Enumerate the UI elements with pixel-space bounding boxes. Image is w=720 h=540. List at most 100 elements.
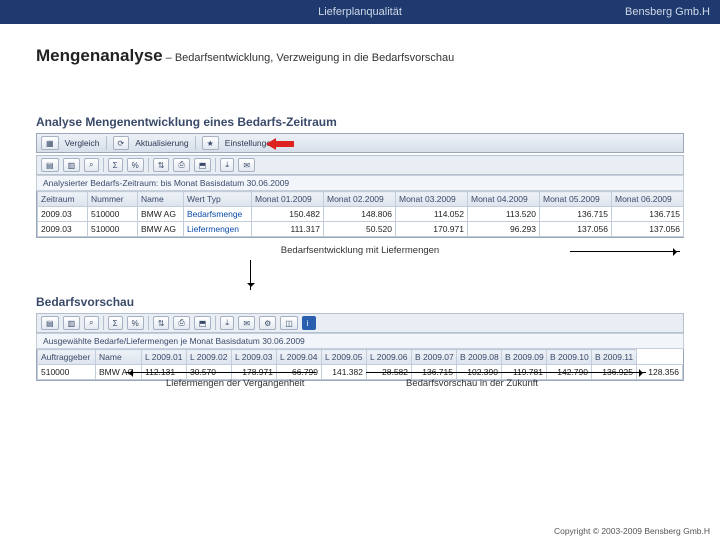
- grid-column-header[interactable]: Monat 03.2009: [396, 192, 468, 207]
- separator: [148, 316, 149, 330]
- tool-icon[interactable]: ▥: [63, 158, 81, 172]
- separator: [215, 316, 216, 330]
- slide: Lieferplanqualität Bensberg Gmb.H Mengen…: [0, 0, 720, 540]
- tool-icon[interactable]: ⤓: [220, 316, 234, 330]
- tool-icon[interactable]: %: [127, 158, 144, 172]
- grid-cell: 150.482: [252, 207, 324, 222]
- sap-grid-analysis: ZeitraumNummerNameWert TypMonat 01.2009M…: [36, 191, 684, 238]
- grid-cell: 170.971: [396, 222, 468, 237]
- toolbar-label[interactable]: Vergleich: [65, 138, 100, 148]
- copyright-footer: Copyright © 2003-2009 Bensberg Gmb.H: [554, 526, 710, 536]
- grid-cell: 2009.03: [38, 207, 88, 222]
- grid-cell: 510000: [38, 365, 96, 380]
- grid-icon[interactable]: ▦: [41, 136, 59, 150]
- tool-icon[interactable]: ⚙: [259, 316, 276, 330]
- separator: [106, 136, 107, 150]
- grid-cell: BMW AG: [138, 207, 184, 222]
- grid-column-header[interactable]: Wert Typ: [184, 192, 252, 207]
- grid-column-header[interactable]: Name: [138, 192, 184, 207]
- grid-column-header[interactable]: L 2009.06: [367, 350, 412, 365]
- grid-column-header[interactable]: Monat 02.2009: [324, 192, 396, 207]
- tool-icon[interactable]: ▤: [41, 158, 59, 172]
- tool-icon[interactable]: Σ: [108, 316, 123, 330]
- grid-cell: 111.317: [252, 222, 324, 237]
- heading-sub: – Bedarfsentwicklung, Verzweigung in die…: [163, 52, 455, 64]
- grid-cell: 50.520: [324, 222, 396, 237]
- top-navbar: Lieferplanqualität Bensberg Gmb.H: [0, 0, 720, 24]
- tool-icon[interactable]: ✉: [238, 158, 255, 172]
- grid-cell: 510000: [88, 222, 138, 237]
- tool-icon[interactable]: %: [127, 316, 144, 330]
- grid-column-header[interactable]: L 2009.04: [277, 350, 322, 365]
- tool-icon[interactable]: ⌕: [84, 158, 98, 172]
- grid-row[interactable]: 2009.03510000BMW AGBedarfsmenge150.48214…: [38, 207, 684, 222]
- tool-icon[interactable]: Σ: [108, 158, 123, 172]
- tool-icon[interactable]: ⬒: [194, 158, 212, 172]
- grid-cell: 2009.03: [38, 222, 88, 237]
- red-arrow-icon: [266, 137, 294, 149]
- grid-column-header[interactable]: Monat 06.2009: [612, 192, 684, 207]
- tool-icon[interactable]: ⤓: [220, 158, 234, 172]
- info-icon[interactable]: i: [302, 316, 316, 330]
- settings-icon[interactable]: ★: [202, 136, 219, 150]
- navbar-title: Lieferplanqualität: [318, 6, 402, 18]
- tool-icon[interactable]: ⇅: [153, 158, 170, 172]
- annotation-label-past: Liefermengen der Vergangenheit: [166, 378, 304, 389]
- separator: [103, 158, 104, 172]
- tool-icon[interactable]: ▤: [41, 316, 59, 330]
- grid-cell: 113.520: [468, 207, 540, 222]
- grid-column-header[interactable]: Zeitraum: [38, 192, 88, 207]
- grid-cell: 141.382: [322, 365, 367, 380]
- grid-column-header[interactable]: L 2009.02: [187, 350, 232, 365]
- grid-cell: 137.056: [612, 222, 684, 237]
- separator: [148, 158, 149, 172]
- refresh-icon[interactable]: ⟳: [113, 136, 130, 150]
- grid-column-header[interactable]: Name: [96, 350, 142, 365]
- annotation-label-future: Bedarfsvorschau in der Zukunft: [406, 378, 538, 389]
- grid-column-header[interactable]: L 2009.05: [322, 350, 367, 365]
- sap-toolbar-primary: ▦ Vergleich ⟳ Aktualisierung ★ Einstellu…: [36, 133, 684, 153]
- grid-cell[interactable]: Liefermengen: [184, 222, 252, 237]
- toolbar-label[interactable]: Aktualisierung: [135, 138, 188, 148]
- grid-column-header[interactable]: L 2009.03: [232, 350, 277, 365]
- grid-cell: 137.056: [540, 222, 612, 237]
- tool-icon[interactable]: ⎙: [173, 316, 189, 330]
- grid-column-header[interactable]: Monat 01.2009: [252, 192, 324, 207]
- grid-column-header[interactable]: Auftraggeber: [38, 350, 96, 365]
- separator: [195, 136, 196, 150]
- grid-column-header[interactable]: B 2009.08: [457, 350, 502, 365]
- sap-panel-forecast: Bedarfsvorschau ▤ ▥ ⌕ Σ % ⇅ ⎙ ⬒ ⤓ ✉ ⚙ ◫ …: [36, 295, 684, 381]
- grid-column-header[interactable]: B 2009.10: [547, 350, 592, 365]
- tool-icon[interactable]: ▥: [63, 316, 81, 330]
- grid-column-header[interactable]: B 2009.07: [412, 350, 457, 365]
- sap-toolbar-secondary: ▤ ▥ ⌕ Σ % ⇅ ⎙ ⬒ ⤓ ✉: [36, 155, 684, 175]
- grid-column-header[interactable]: L 2009.01: [142, 350, 187, 365]
- tool-icon[interactable]: ⎙: [173, 158, 189, 172]
- sap-panel-title: Bedarfsvorschau: [36, 295, 684, 309]
- grid-cell[interactable]: Bedarfsmenge: [184, 207, 252, 222]
- annotation-arrow-left: [126, 372, 316, 373]
- grid-cell: BMW AG: [138, 222, 184, 237]
- grid-column-header[interactable]: Monat 04.2009: [468, 192, 540, 207]
- sap-caption: Ausgewählte Bedarfe/Liefermengen je Mona…: [36, 333, 684, 349]
- grid-cell: 114.052: [396, 207, 468, 222]
- tool-icon[interactable]: ⌕: [84, 316, 98, 330]
- annotation-arrow-right: [570, 251, 680, 252]
- annotation-arrow-right: [366, 372, 646, 373]
- grid-row[interactable]: 2009.03510000BMW AGLiefermengen111.31750…: [38, 222, 684, 237]
- grid-column-header[interactable]: Nummer: [88, 192, 138, 207]
- tool-icon[interactable]: ⬒: [194, 316, 212, 330]
- tool-icon[interactable]: ◫: [280, 316, 298, 330]
- annotation-arrow-down: [250, 260, 251, 290]
- grid-cell: 510000: [88, 207, 138, 222]
- grid-column-header[interactable]: B 2009.11: [592, 350, 637, 365]
- tool-icon[interactable]: ✉: [238, 316, 255, 330]
- tool-icon[interactable]: ⇅: [153, 316, 170, 330]
- grid-header-row: ZeitraumNummerNameWert TypMonat 01.2009M…: [38, 192, 684, 207]
- separator: [103, 316, 104, 330]
- grid-column-header[interactable]: Monat 05.2009: [540, 192, 612, 207]
- grid-column-header[interactable]: B 2009.09: [502, 350, 547, 365]
- grid-cell: 148.806: [324, 207, 396, 222]
- grid-cell: 136.715: [612, 207, 684, 222]
- grid-cell: 96.293: [468, 222, 540, 237]
